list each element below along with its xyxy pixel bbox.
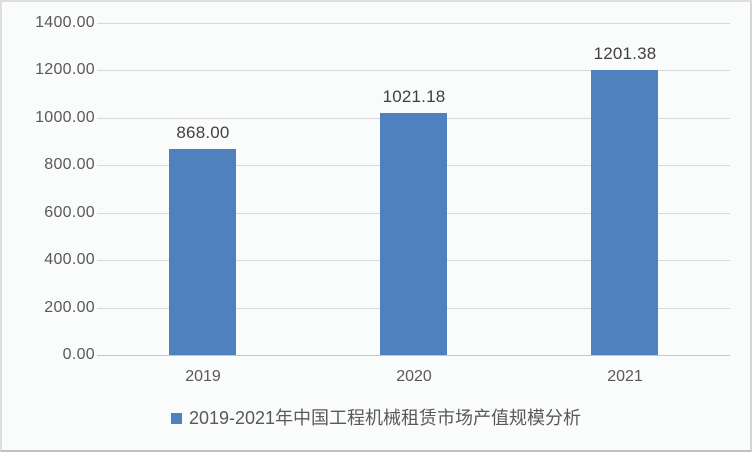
- y-axis-tick-label: 1000.00: [35, 109, 95, 126]
- bar: [380, 113, 447, 355]
- bar-value-label: 1201.38: [593, 44, 657, 63]
- y-axis-tick-label: 800.00: [44, 156, 95, 173]
- x-axis-tick-label: 2020: [396, 368, 432, 385]
- bar: [591, 70, 658, 355]
- x-axis-tick-label: 2019: [185, 368, 221, 385]
- y-axis-tick-label: 400.00: [44, 251, 95, 268]
- y-axis-tick-label: 600.00: [44, 204, 95, 221]
- x-axis-tick-label: 2021: [607, 368, 643, 385]
- bar-value-label: 1021.18: [382, 87, 446, 106]
- gridline: [97, 23, 730, 24]
- legend-label: 2019-2021年中国工程机械租赁市场产值规模分析: [188, 408, 582, 428]
- y-axis-tick-label: 200.00: [44, 299, 95, 316]
- y-axis-tick-label: 0.00: [62, 346, 95, 363]
- bar: [169, 149, 236, 355]
- legend: 2019-2021年中国工程机械租赁市场产值规模分析: [2, 407, 750, 429]
- x-axis-line: [97, 355, 730, 356]
- gridline: [97, 70, 730, 71]
- bar-value-label: 868.00: [176, 123, 230, 142]
- legend-marker-swatch: [170, 412, 182, 424]
- y-axis-tick-label: 1400.00: [35, 14, 95, 31]
- y-axis-tick-label: 1200.00: [35, 61, 95, 78]
